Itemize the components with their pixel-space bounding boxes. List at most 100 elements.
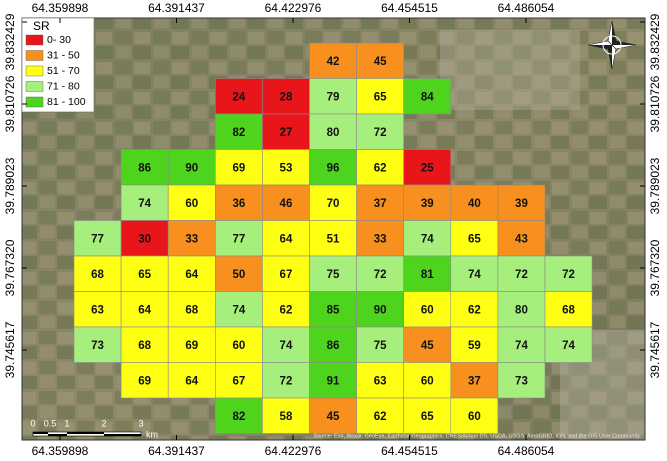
lon-tick-label: 64.391437 <box>148 444 205 458</box>
grid-cell <box>403 326 452 363</box>
cell-value: 80 <box>515 304 528 316</box>
grid-cell <box>356 184 405 221</box>
lon-tick-label: 64.486054 <box>498 1 555 15</box>
grid-cell <box>120 149 169 186</box>
cell-value: 37 <box>374 198 387 210</box>
cell-value: 91 <box>327 375 340 387</box>
grid-cell <box>356 149 405 186</box>
grid-cell <box>167 220 216 257</box>
cell-value: 36 <box>232 198 245 210</box>
grid-cell <box>497 362 546 399</box>
grid-cell <box>73 220 122 257</box>
cell-value: 86 <box>327 340 340 352</box>
cell-value: 33 <box>185 233 198 245</box>
grid-cell <box>356 220 405 257</box>
cell-value: 39 <box>515 198 528 210</box>
cell-value: 70 <box>327 198 340 210</box>
scale-label: 2 <box>101 418 106 428</box>
cell-value: 64 <box>138 304 151 316</box>
grid-cell <box>262 149 310 186</box>
cell-value: 27 <box>280 127 293 139</box>
urban-area <box>440 30 580 110</box>
grid-cell <box>73 291 122 328</box>
grid-cell <box>544 326 593 363</box>
cell-value: 62 <box>374 162 387 174</box>
cell-value: 24 <box>232 91 245 103</box>
cell-value: 72 <box>280 375 293 387</box>
grid-cell <box>450 255 499 292</box>
grid-cell <box>544 291 593 328</box>
cell-value: 69 <box>185 340 198 352</box>
grid-cell <box>215 78 263 115</box>
cell-value: 25 <box>421 162 434 174</box>
grid-cell <box>215 397 263 434</box>
legend-swatch <box>25 50 44 61</box>
grid-cell <box>450 326 499 363</box>
grid-cell <box>167 184 216 221</box>
grid-cell <box>215 326 263 363</box>
cell-value: 81 <box>421 269 434 281</box>
legend: SR 0- 30 31 - 50 51 - 70 71 - 80 81 - 100 <box>21 17 95 113</box>
cell-value: 60 <box>232 340 245 352</box>
grid-cell <box>167 326 216 363</box>
cell-value: 60 <box>468 411 481 423</box>
scale-label: 0.5 <box>44 418 57 428</box>
grid-cell <box>73 326 122 363</box>
cell-value: 64 <box>185 269 198 281</box>
grid-cell <box>450 362 499 399</box>
grid-cell <box>356 78 405 115</box>
grid-cell <box>262 291 310 328</box>
cell-value: 74 <box>421 233 434 245</box>
lat-tick-label: 39.789023 <box>3 157 17 214</box>
cell-value: 74 <box>468 269 481 281</box>
cell-value: 45 <box>374 56 387 68</box>
grid-cell <box>215 220 263 257</box>
lon-tick-label: 64.422976 <box>265 444 322 458</box>
cell-value: 68 <box>185 304 198 316</box>
cell-value: 51 <box>327 233 340 245</box>
cell-value: 39 <box>421 198 434 210</box>
scale-bar: 0 0.5 1 2 3km <box>30 418 158 439</box>
north-arrow <box>587 20 637 70</box>
cell-value: 67 <box>232 375 245 387</box>
lat-tick-label: 39.810726 <box>3 75 17 132</box>
grid-cell <box>120 220 169 257</box>
map-frame <box>21 17 646 441</box>
cell-value: 60 <box>421 304 434 316</box>
legend-swatch <box>25 65 44 77</box>
cell-value: 60 <box>421 375 434 387</box>
cell-value: 50 <box>232 269 245 281</box>
cell-value: 30 <box>138 233 151 245</box>
grid-cell <box>497 184 546 221</box>
lon-tick-label: 64.359898 <box>32 1 89 15</box>
scale-label: 0 <box>30 418 35 428</box>
grid-cell <box>262 397 310 434</box>
grid-cell <box>167 149 216 186</box>
grid-cell <box>403 149 452 186</box>
lat-tick-label: 39.767320 <box>648 239 662 296</box>
lon-tick-label: 64.454515 <box>381 1 438 15</box>
grid-cell <box>497 220 546 257</box>
cell-value: 62 <box>468 304 481 316</box>
cell-value: 74 <box>138 198 151 210</box>
cell-value: 75 <box>374 340 387 352</box>
grid-cell <box>403 362 452 399</box>
grid-cell <box>309 291 357 328</box>
cell-value: 72 <box>374 127 387 139</box>
grid-cell <box>403 220 452 257</box>
legend-label: 31 - 50 <box>47 49 80 61</box>
grid-cell <box>120 255 169 292</box>
grid-cell <box>403 397 452 434</box>
cell-value: 53 <box>280 162 293 174</box>
cell-value: 77 <box>91 233 104 245</box>
grid-cell <box>450 397 499 434</box>
grid-cell <box>356 255 405 292</box>
grid-cell <box>120 326 169 363</box>
grid-cell <box>403 78 452 115</box>
grid-cell <box>215 362 263 399</box>
grid-cell <box>120 291 169 328</box>
cell-value: 82 <box>232 411 245 423</box>
cell-value: 65 <box>138 269 151 281</box>
cell-value: 59 <box>468 340 481 352</box>
